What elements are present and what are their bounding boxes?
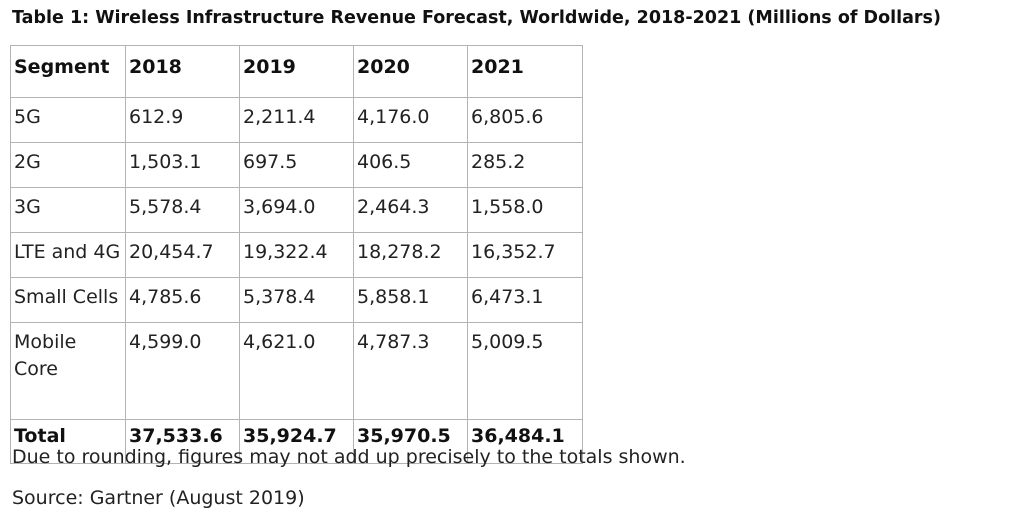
cell-segment: Mobile Core <box>10 322 126 420</box>
cell-segment: 2G <box>10 142 126 188</box>
cell-2020: 406.5 <box>353 142 468 188</box>
cell-2019: 697.5 <box>239 142 354 188</box>
source-note: Source: Gartner (August 2019) <box>12 487 305 509</box>
cell-2020: 2,464.3 <box>353 187 468 233</box>
cell-2021: 5,009.5 <box>467 322 583 420</box>
cell-2018: 20,454.7 <box>125 232 240 278</box>
cell-2020: 4,176.0 <box>353 97 468 143</box>
total-2018: 37,533.6 <box>125 419 240 464</box>
table-row: Mobile Core 4,599.0 4,621.0 4,787.3 5,00… <box>10 322 583 420</box>
header-2021: 2021 <box>467 45 583 98</box>
revenue-forecast-table: Segment 2018 2019 2020 2021 5G 612.9 2,2… <box>10 45 583 464</box>
cell-2018: 5,578.4 <box>125 187 240 233</box>
cell-2019: 19,322.4 <box>239 232 354 278</box>
cell-segment: LTE and 4G <box>10 232 126 278</box>
cell-2020: 4,787.3 <box>353 322 468 420</box>
header-segment: Segment <box>10 45 126 98</box>
cell-2018: 1,503.1 <box>125 142 240 188</box>
table-row: 5G 612.9 2,211.4 4,176.0 6,805.6 <box>10 97 583 143</box>
table-title: Table 1: Wireless Infrastructure Revenue… <box>12 8 941 28</box>
cell-2020: 18,278.2 <box>353 232 468 278</box>
cell-2019: 5,378.4 <box>239 277 354 323</box>
cell-2021: 6,805.6 <box>467 97 583 143</box>
cell-2021: 285.2 <box>467 142 583 188</box>
cell-segment: 3G <box>10 187 126 233</box>
cell-2018: 4,785.6 <box>125 277 240 323</box>
cell-2021: 16,352.7 <box>467 232 583 278</box>
cell-2018: 612.9 <box>125 97 240 143</box>
cell-2019: 2,211.4 <box>239 97 354 143</box>
header-2020: 2020 <box>353 45 468 98</box>
cell-2021: 1,558.0 <box>467 187 583 233</box>
table-row: Small Cells 4,785.6 5,378.4 5,858.1 6,47… <box>10 277 583 323</box>
cell-2019: 4,621.0 <box>239 322 354 420</box>
cell-2018: 4,599.0 <box>125 322 240 420</box>
cell-2019: 3,694.0 <box>239 187 354 233</box>
cell-2020: 5,858.1 <box>353 277 468 323</box>
total-2020: 35,970.5 <box>353 419 468 464</box>
cell-2021: 6,473.1 <box>467 277 583 323</box>
table-row: 3G 5,578.4 3,694.0 2,464.3 1,558.0 <box>10 187 583 233</box>
cell-segment: Small Cells <box>10 277 126 323</box>
rounding-note: Due to rounding, figures may not add up … <box>12 446 686 468</box>
total-label: Total <box>10 419 126 464</box>
header-2018: 2018 <box>125 45 240 98</box>
cell-segment: 5G <box>10 97 126 143</box>
table-total-row: Total 37,533.6 35,924.7 35,970.5 36,484.… <box>10 419 583 464</box>
header-2019: 2019 <box>239 45 354 98</box>
table-row: LTE and 4G 20,454.7 19,322.4 18,278.2 16… <box>10 232 583 278</box>
total-2021: 36,484.1 <box>467 419 583 464</box>
table-header-row: Segment 2018 2019 2020 2021 <box>10 45 583 98</box>
table-row: 2G 1,503.1 697.5 406.5 285.2 <box>10 142 583 188</box>
